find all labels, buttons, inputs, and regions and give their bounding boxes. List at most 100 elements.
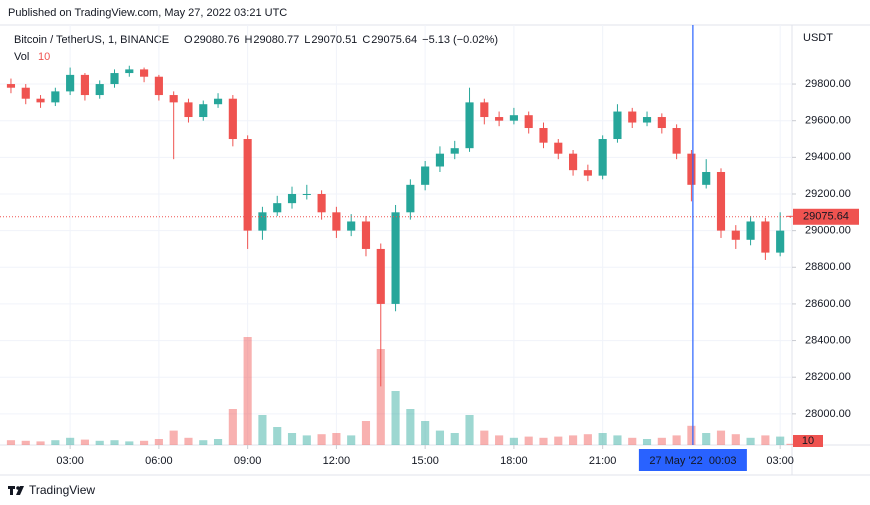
volume-badge: [793, 435, 823, 447]
x-tick-label: 15:00: [411, 455, 439, 467]
candle-body: [199, 104, 208, 118]
volume-bar: [583, 434, 592, 445]
ohlc-value: 29080.76: [194, 34, 240, 46]
volume-label: Vol: [14, 51, 29, 63]
candle-body: [435, 153, 445, 167]
x-tick-label: 09:00: [234, 455, 262, 467]
volume-bar: [509, 437, 518, 445]
candle-body: [213, 98, 223, 105]
volume-bar: [786, 443, 795, 445]
candle-body: [465, 102, 474, 149]
crosshair-badge: [638, 449, 747, 471]
volume-bar: [731, 434, 740, 445]
candle-body: [539, 128, 548, 143]
candle-body: [716, 171, 726, 231]
volume-bar: [539, 437, 548, 445]
x-tick-label: 21:00: [589, 455, 617, 467]
volume-bar: [495, 435, 504, 445]
volume-bar: [110, 440, 119, 445]
brand-logo: [8, 486, 24, 495]
candle-body: [302, 193, 311, 195]
x-tick-label: 03:00: [766, 455, 794, 467]
last-price-label: 29075.64: [803, 211, 849, 223]
volume-bar: [435, 430, 445, 445]
candle-body: [125, 69, 134, 74]
candle-body: [21, 87, 30, 99]
y-tick-label: 29000.00: [805, 225, 851, 237]
volume-bar: [465, 415, 474, 445]
volume-bar: [421, 421, 430, 445]
x-tick-label: 12:00: [323, 455, 351, 467]
volume-bar: [376, 349, 385, 445]
candle-body: [361, 221, 371, 249]
volume-bar: [258, 415, 267, 445]
volume-bar: [273, 427, 282, 445]
ohlc-letter: C: [362, 34, 370, 46]
candle-body: [672, 128, 681, 154]
brand: TradingView: [29, 483, 95, 497]
volume-bar: [21, 440, 30, 445]
volume-bar: [613, 435, 622, 445]
volume-bar: [302, 435, 311, 445]
volume-bar: [598, 433, 607, 445]
candle-body: [66, 74, 75, 92]
y-tick-label: 28800.00: [805, 261, 851, 273]
candle-body: [258, 212, 267, 231]
y-tick-label: 29400.00: [805, 151, 851, 163]
candle-body: [51, 91, 60, 103]
candle-body: [140, 69, 149, 77]
candle-body: [317, 193, 326, 213]
candle-body: [95, 84, 104, 96]
volume-bar: [746, 437, 755, 445]
volume-bar: [687, 425, 696, 445]
last-price-badge: [793, 208, 859, 225]
change: −5.13 (−0.02%): [422, 34, 498, 46]
volume-bar: [95, 440, 104, 445]
x-tick-label: 06:00: [145, 455, 173, 467]
candle-body: [273, 203, 282, 213]
volume-bar: [51, 440, 60, 445]
candle-body: [776, 230, 785, 253]
volume-bar: [450, 433, 459, 445]
ohlc-letter: O: [184, 34, 193, 46]
ohlc-letter: L: [304, 34, 310, 46]
symbol: Bitcoin / TetherUS, 1, BINANCE: [14, 34, 169, 46]
y-tick-label: 28400.00: [805, 334, 851, 346]
candle-body: [80, 74, 89, 96]
candle-body: [169, 95, 178, 103]
candle-body: [554, 142, 563, 154]
candle-body: [702, 171, 711, 185]
volume-bar: [672, 435, 681, 445]
volume-value: 10: [38, 51, 50, 63]
candle-body: [509, 115, 518, 121]
x-tick-label: 03:00: [56, 455, 84, 467]
volume-bar: [347, 435, 356, 445]
volume-bar: [569, 435, 578, 445]
candle-body: [761, 221, 770, 253]
volume-bar: [761, 435, 770, 445]
volume-bar: [184, 437, 193, 445]
candle-body: [184, 102, 193, 118]
volume-bar: [657, 437, 666, 445]
volume-bar: [554, 436, 563, 445]
candle-body: [613, 111, 622, 140]
candle-body: [391, 212, 400, 304]
y-tick-label: 28600.00: [805, 298, 851, 310]
volume-bar: [702, 433, 711, 445]
candle-body: [450, 148, 459, 154]
candle-body: [746, 221, 755, 240]
candle-body: [731, 230, 740, 240]
ohlc-value: 29075.64: [371, 34, 417, 46]
volume-bar: [6, 440, 16, 445]
ohlc-value: 29080.77: [253, 34, 299, 46]
candle-body: [657, 117, 666, 129]
candle-body: [347, 221, 356, 231]
candle-body: [569, 153, 578, 171]
volume-bar: [361, 421, 371, 445]
x-tick-label: 18:00: [500, 455, 528, 467]
volume-bar: [80, 439, 89, 445]
candle-body: [524, 115, 533, 129]
volume-bar: [140, 440, 149, 445]
